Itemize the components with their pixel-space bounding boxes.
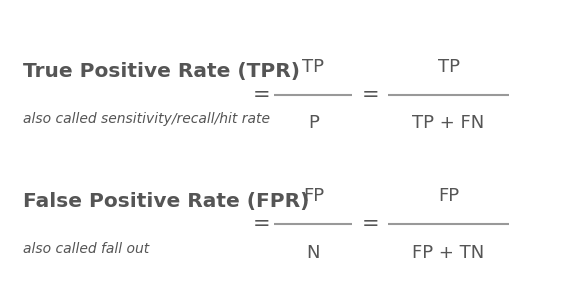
Text: P: P	[308, 114, 319, 132]
Text: FP: FP	[438, 187, 459, 205]
Text: =: =	[253, 85, 270, 105]
Text: N: N	[306, 244, 320, 262]
Text: also called fall out: also called fall out	[23, 242, 150, 257]
Text: TP: TP	[302, 58, 324, 76]
Text: =: =	[253, 214, 270, 234]
Text: True Positive Rate (TPR): True Positive Rate (TPR)	[23, 62, 300, 81]
Text: FP: FP	[303, 187, 324, 205]
Text: =: =	[362, 85, 380, 105]
Text: TP + FN: TP + FN	[412, 114, 485, 132]
Text: also called sensitivity/recall/hit rate: also called sensitivity/recall/hit rate	[23, 112, 270, 126]
Text: FP + TN: FP + TN	[412, 244, 485, 262]
Text: =: =	[362, 214, 380, 234]
Text: False Positive Rate (FPR): False Positive Rate (FPR)	[23, 192, 309, 211]
Text: TP: TP	[438, 58, 459, 76]
